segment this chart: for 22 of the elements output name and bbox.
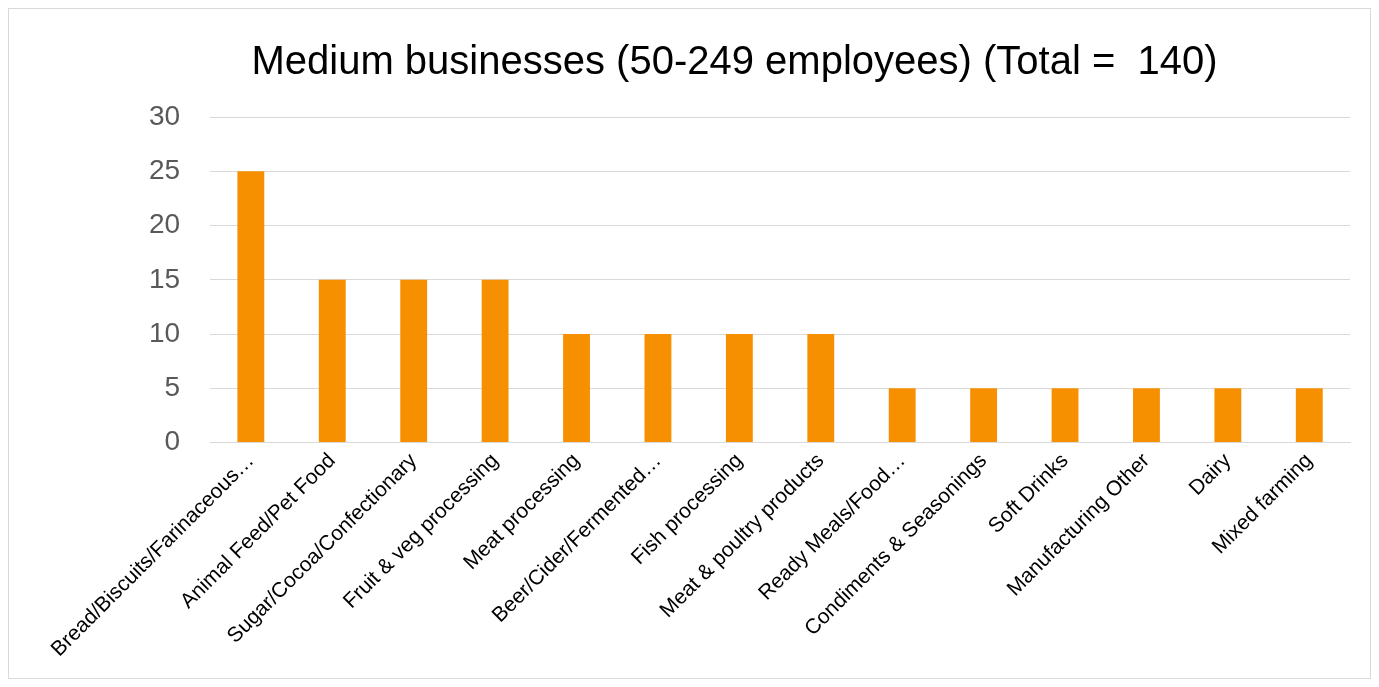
y-tick-label: 5 <box>164 371 181 403</box>
bar <box>1133 388 1160 443</box>
y-tick-label: 30 <box>148 99 181 131</box>
bar <box>563 334 590 443</box>
y-tick-label: 10 <box>148 316 181 348</box>
y-tick-label: 0 <box>164 425 181 457</box>
chart-title: Medium businesses (50-249 employees) (Total = 140) <box>251 38 1218 83</box>
bar <box>1214 388 1242 443</box>
bar <box>481 279 509 443</box>
y-tick-label: 15 <box>148 262 181 294</box>
y-tick-label: 25 <box>148 153 181 185</box>
bar <box>1051 388 1079 443</box>
bar <box>888 388 916 443</box>
bar <box>318 279 346 443</box>
bar <box>237 171 265 443</box>
bar <box>725 334 753 443</box>
bar <box>644 334 672 443</box>
bar <box>1295 388 1323 443</box>
bar <box>807 334 835 443</box>
y-tick-label: 20 <box>148 208 181 240</box>
bar <box>970 388 998 443</box>
bar <box>400 279 428 443</box>
